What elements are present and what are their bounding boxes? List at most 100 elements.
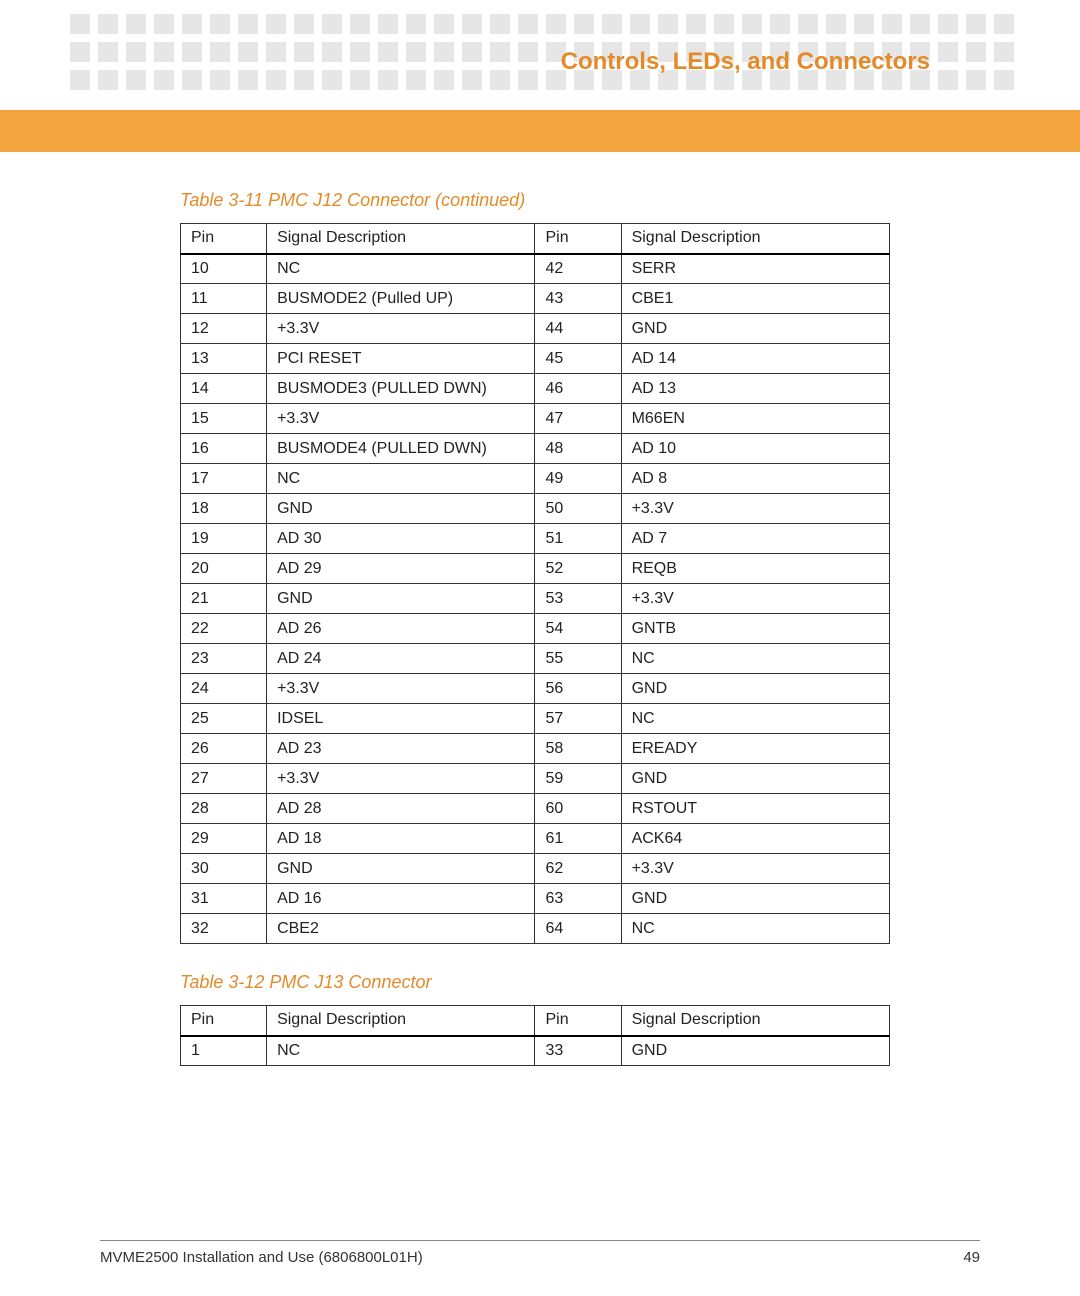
table-cell: 48: [535, 434, 621, 464]
table-cell: IDSEL: [267, 704, 535, 734]
table-cell: ACK64: [621, 824, 889, 854]
footer-page-number: 49: [963, 1249, 980, 1266]
table-cell: 49: [535, 464, 621, 494]
table-cell: 63: [535, 884, 621, 914]
column-header: Pin: [181, 224, 267, 254]
table-cell: 46: [535, 374, 621, 404]
column-header: Signal Description: [621, 1006, 889, 1036]
table-cell: CBE1: [621, 284, 889, 314]
table-row: 10NC42SERR: [181, 254, 890, 284]
table-cell: AD 8: [621, 464, 889, 494]
table-cell: AD 24: [267, 644, 535, 674]
table-cell: 60: [535, 794, 621, 824]
table-cell: 61: [535, 824, 621, 854]
table-cell: AD 14: [621, 344, 889, 374]
table-cell: AD 26: [267, 614, 535, 644]
table-cell: AD 18: [267, 824, 535, 854]
table-cell: AD 23: [267, 734, 535, 764]
table-row: 25IDSEL57NC: [181, 704, 890, 734]
table-cell: +3.3V: [267, 674, 535, 704]
table-cell: PCI RESET: [267, 344, 535, 374]
table-cell: EREADY: [621, 734, 889, 764]
table-cell: AD 30: [267, 524, 535, 554]
pmc-j12-table: PinSignal DescriptionPinSignal Descripti…: [180, 223, 890, 944]
table-cell: AD 7: [621, 524, 889, 554]
table-cell: 43: [535, 284, 621, 314]
table-cell: 25: [181, 704, 267, 734]
table-cell: 23: [181, 644, 267, 674]
table-cell: 14: [181, 374, 267, 404]
table-cell: 27: [181, 764, 267, 794]
table-cell: AD 13: [621, 374, 889, 404]
table-cell: 62: [535, 854, 621, 884]
table-cell: 31: [181, 884, 267, 914]
table-cell: 44: [535, 314, 621, 344]
table-row: 31AD 1663GND: [181, 884, 890, 914]
table-cell: AD 16: [267, 884, 535, 914]
table-cell: 20: [181, 554, 267, 584]
table-cell: GND: [621, 764, 889, 794]
table-cell: CBE2: [267, 914, 535, 944]
table-cell: NC: [621, 704, 889, 734]
table-row: 22AD 2654GNTB: [181, 614, 890, 644]
table-cell: GND: [621, 674, 889, 704]
table-cell: 15: [181, 404, 267, 434]
table-cell: 51: [535, 524, 621, 554]
table-cell: 33: [535, 1036, 621, 1066]
table-cell: AD 29: [267, 554, 535, 584]
column-header: Pin: [535, 1006, 621, 1036]
table-cell: 17: [181, 464, 267, 494]
table-cell: 59: [535, 764, 621, 794]
table-cell: 64: [535, 914, 621, 944]
table-row: 24+3.3V56GND: [181, 674, 890, 704]
table-row: 28AD 2860RSTOUT: [181, 794, 890, 824]
table-cell: 32: [181, 914, 267, 944]
table-cell: 10: [181, 254, 267, 284]
table-cell: 30: [181, 854, 267, 884]
table-cell: AD 10: [621, 434, 889, 464]
table-cell: GND: [621, 884, 889, 914]
table-row: 26AD 2358EREADY: [181, 734, 890, 764]
table-cell: 21: [181, 584, 267, 614]
table-row: 27+3.3V59GND: [181, 764, 890, 794]
table-cell: SERR: [621, 254, 889, 284]
table-row: 30GND62+3.3V: [181, 854, 890, 884]
table-cell: NC: [267, 1036, 535, 1066]
table-row: 16BUSMODE4 (PULLED DWN)48AD 10: [181, 434, 890, 464]
table-cell: 58: [535, 734, 621, 764]
table-row: 32CBE264NC: [181, 914, 890, 944]
header-orange-bar: [0, 110, 1080, 152]
table-cell: GNTB: [621, 614, 889, 644]
table-cell: 47: [535, 404, 621, 434]
table-row: 15+3.3V47M66EN: [181, 404, 890, 434]
table-cell: GND: [621, 314, 889, 344]
pmc-j13-table: PinSignal DescriptionPinSignal Descripti…: [180, 1005, 890, 1066]
decorative-strip: [0, 14, 1080, 34]
table-cell: BUSMODE3 (PULLED DWN): [267, 374, 535, 404]
table-cell: GND: [621, 1036, 889, 1066]
table-cell: RSTOUT: [621, 794, 889, 824]
table-cell: 50: [535, 494, 621, 524]
column-header: Signal Description: [267, 224, 535, 254]
table-row: 1NC33GND: [181, 1036, 890, 1066]
table-cell: 29: [181, 824, 267, 854]
table-cell: M66EN: [621, 404, 889, 434]
table-cell: 12: [181, 314, 267, 344]
table-cell: 28: [181, 794, 267, 824]
table-cell: REQB: [621, 554, 889, 584]
table-cell: 57: [535, 704, 621, 734]
table-cell: 55: [535, 644, 621, 674]
footer-left: MVME2500 Installation and Use (6806800L0…: [100, 1249, 423, 1266]
column-header: Signal Description: [267, 1006, 535, 1036]
table-cell: 42: [535, 254, 621, 284]
table-cell: 54: [535, 614, 621, 644]
table-cell: +3.3V: [267, 764, 535, 794]
table-cell: 52: [535, 554, 621, 584]
column-header: Signal Description: [621, 224, 889, 254]
table2-caption: Table 3-12 PMC J13 Connector: [180, 972, 890, 993]
column-header: Pin: [181, 1006, 267, 1036]
table-cell: NC: [621, 644, 889, 674]
table-row: 18GND50+3.3V: [181, 494, 890, 524]
table-cell: 18: [181, 494, 267, 524]
table-cell: +3.3V: [267, 404, 535, 434]
